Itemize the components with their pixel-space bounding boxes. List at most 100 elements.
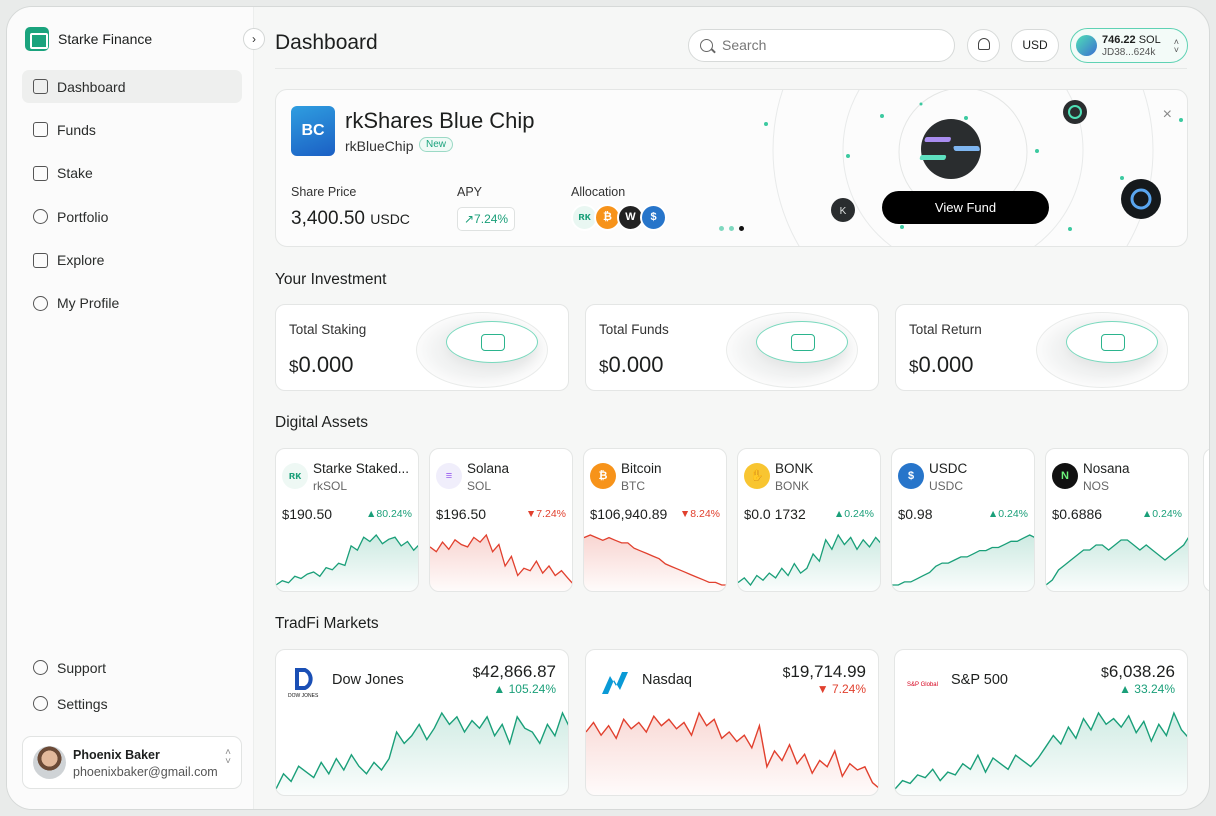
fund-ticker: rkBlueChip (345, 138, 414, 154)
asset-change: ▲0.24% (833, 508, 874, 520)
main-nav: Dashboard Funds Stake Portfolio Explore … (22, 70, 242, 330)
app-window: Starke Finance Dashboard Funds Stake Por… (6, 6, 1210, 810)
asset-symbol: USDC (929, 479, 964, 493)
currency-selector[interactable]: USD (1011, 29, 1059, 62)
asset-change: ▲80.24% (365, 508, 412, 520)
nav-item-my-profile[interactable]: My Profile (22, 287, 242, 320)
sparkline-line (738, 533, 880, 587)
funds-icon (791, 334, 815, 351)
asset-card-bonk[interactable]: ✋ BONK BONK $0.0 1732 ▲0.24% (737, 448, 881, 592)
collapse-sidebar-button[interactable]: › (243, 28, 265, 50)
nav-label: Support (57, 659, 107, 676)
home-icon (33, 79, 48, 94)
view-fund-button[interactable]: View Fund (882, 191, 1049, 224)
allocation-token-icon: ₿ (594, 204, 621, 231)
investment-card-staking[interactable]: Total Staking $0.000 (275, 304, 569, 391)
asset-change: ▲0.24% (987, 508, 1028, 520)
nasdaq-logo: N (602, 672, 628, 694)
return-icon (1101, 334, 1125, 351)
asset-price: $106,940.89 (590, 506, 668, 522)
section-title-digital-assets: Digital Assets (275, 414, 369, 431)
share-price-label: Share Price (291, 185, 357, 199)
asset-card-btc[interactable]: ₿ Bitcoin BTC $106,940.89 ▼8.24% (583, 448, 727, 592)
rksol-token-icon: ʀᴋ (282, 463, 308, 489)
investment-label: Total Staking (289, 322, 367, 337)
market-chart-line (276, 711, 568, 790)
nav-label: Settings (57, 695, 108, 712)
asset-name: Nosana (1083, 461, 1130, 476)
asset-name: Starke Staked... (313, 461, 410, 476)
sidebar: Starke Finance Dashboard Funds Stake Por… (7, 7, 254, 809)
svg-text:K: K (840, 206, 847, 217)
market-card-s-p-500[interactable]: S&P Global S&P 500 $6,038.26 ▲ 33.24% (894, 649, 1188, 796)
asset-card-sol[interactable]: ≡ Solana SOL $196.50 ▼7.24% (429, 448, 573, 592)
sparkline-line (584, 534, 726, 586)
nav-label: Stake (57, 165, 93, 182)
sparkline-line (276, 533, 418, 586)
asset-sparkline (892, 534, 1034, 591)
wallet-balance: 746.22 SOL (1102, 34, 1161, 46)
nav-item-stake[interactable]: Stake (22, 157, 242, 190)
investment-value: $0.000 (289, 352, 354, 377)
nav-item-explore[interactable]: Explore (22, 244, 242, 277)
section-title-investment: Your Investment (275, 271, 387, 288)
user-name: Phoenix Baker (73, 748, 160, 762)
staking-icon (481, 334, 505, 351)
investment-card-return[interactable]: Total Return $0.000 (895, 304, 1189, 391)
close-icon[interactable]: × (1162, 106, 1172, 123)
investment-pill (446, 321, 538, 363)
new-badge: New (419, 137, 454, 152)
investment-value: $0.000 (909, 352, 974, 377)
market-chart (586, 711, 878, 795)
share-price: 3,400.50 USDC (291, 208, 410, 229)
user-switcher[interactable]: Phoenix Baker phoenixbaker@gmail.com ˄ ˅ (22, 736, 242, 789)
nav-item-dashboard[interactable]: Dashboard (22, 70, 242, 103)
market-chart-line (586, 711, 878, 789)
asset-name: Bitcoin (621, 461, 662, 476)
nav-item-support[interactable]: Support (22, 651, 242, 684)
investment-pill (756, 321, 848, 363)
investment-label: Total Funds (599, 322, 669, 337)
asset-symbol: rkSOL (313, 479, 348, 493)
asset-sparkline (584, 534, 726, 591)
carousel-dot[interactable] (729, 226, 734, 231)
carousel-dots[interactable] (719, 226, 744, 231)
asset-name: BONK (775, 461, 814, 476)
wallet-button[interactable]: 746.22 SOL JD38...624k ˄ ˅ (1070, 28, 1188, 63)
asset-symbol: NOS (1083, 479, 1110, 493)
asset-symbol: BONK (775, 479, 810, 493)
chevron-up-down-icon: ˄ ˅ (225, 747, 231, 767)
explore-icon (33, 252, 48, 268)
market-name: S&P 500 (951, 672, 1008, 688)
brand[interactable]: Starke Finance (25, 27, 152, 51)
fund-title: rkShares Blue Chip (345, 108, 535, 133)
brand-logo-icon (25, 27, 49, 51)
carousel-dot-active[interactable] (739, 226, 744, 231)
notifications-button[interactable] (967, 29, 1000, 62)
sparkline-area (1046, 538, 1188, 591)
asset-card-partial[interactable] (1203, 448, 1209, 592)
nav-label: My Profile (57, 295, 120, 312)
asset-sparkline (738, 533, 880, 591)
carousel-dot[interactable] (719, 226, 724, 231)
svg-text:S&P Global: S&P Global (907, 682, 938, 688)
asset-card-rksol[interactable]: ʀᴋ Starke Staked... rkSOL $190.50 ▲80.24% (275, 448, 419, 592)
market-card-dow-jones[interactable]: DOW JONES Dow Jones $42,866.87 ▲ 105.24% (275, 649, 569, 796)
market-chart-area (586, 713, 878, 795)
asset-card-nos[interactable]: N Nosana NOS $0.6886 ▲0.24% (1045, 448, 1189, 592)
market-name: Nasdaq (642, 672, 692, 688)
nav-item-funds[interactable]: Funds (22, 113, 242, 146)
market-card-nasdaq[interactable]: N Nasdaq $19,714.99 ▼ 7.24% (585, 649, 879, 796)
asset-card-usdc[interactable]: $ USDC USDC $0.98 ▲0.24% (891, 448, 1035, 592)
market-price: $6,038.26 (1101, 662, 1175, 681)
investment-value: $0.000 (599, 352, 664, 377)
nav-item-portfolio[interactable]: Portfolio (22, 200, 242, 233)
nav-item-settings[interactable]: Settings (22, 687, 242, 720)
search-input[interactable]: Search (688, 29, 955, 62)
investment-card-funds[interactable]: Total Funds $0.000 (585, 304, 879, 391)
asset-price: $0.98 (898, 506, 933, 522)
asset-change: ▼8.24% (679, 508, 720, 520)
nav-label: Explore (57, 252, 105, 269)
market-change: ▲ 105.24% (493, 682, 556, 696)
bell-icon (978, 38, 990, 50)
